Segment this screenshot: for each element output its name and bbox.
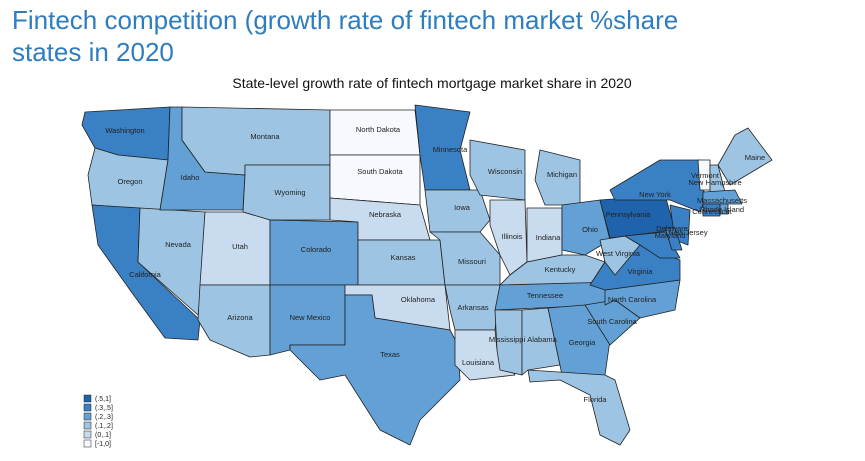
legend-label: (.5,1] (95, 396, 111, 403)
state-label: North Carolina (608, 295, 657, 304)
state-label: South Dakota (357, 167, 403, 176)
state-label: Minnesota (433, 145, 468, 154)
state-label: Nebraska (369, 210, 402, 219)
state-shape (561, 199, 611, 256)
state-shape (289, 294, 461, 446)
state-label: Missouri (458, 257, 486, 266)
legend-label: [-1,0] (95, 441, 111, 448)
state-label: California (129, 270, 162, 279)
state-shape (624, 231, 681, 259)
slide-title: Fintech competition (growth rate of fint… (12, 5, 679, 67)
state-label: Colorado (301, 245, 331, 254)
state-label: New York (639, 190, 671, 199)
state-label: Wyoming (274, 188, 305, 197)
state-shape (547, 304, 611, 376)
state-shape (702, 203, 721, 217)
state-label: New Hampshire (688, 178, 741, 187)
state-label: Georgia (569, 338, 597, 347)
state-label: Mississippi (489, 335, 526, 344)
states (81, 104, 773, 446)
state-shape (717, 127, 773, 186)
state-label: Maine (745, 153, 765, 162)
legend: (.5,1] (.3,.5] (.2,.3] (.1,.2] (0,.1] [-1,0] (83, 394, 113, 448)
state-label: South Carolina (587, 317, 637, 326)
legend-swatch (83, 439, 92, 448)
legend-label: (.2,.3] (95, 414, 113, 421)
state-label: Oklahoma (401, 295, 436, 304)
state-label: Ohio (582, 225, 598, 234)
state-label: Arizona (227, 313, 253, 322)
state-label: Oregon (117, 177, 142, 186)
state-labels: Washington Oregon California Nevada Idaho Mon… (105, 125, 765, 404)
state-shape (329, 154, 421, 206)
state-label: Nevada (165, 240, 192, 249)
state-label: Tennessee (527, 291, 563, 300)
state-label: Connecticut (692, 207, 733, 216)
state-label: Kansas (390, 253, 415, 262)
state-label: Massachusetts (697, 196, 747, 205)
state-label: Delaware (656, 224, 688, 233)
state-label: North Dakota (356, 125, 401, 134)
legend-swatch (83, 403, 92, 412)
legend-swatch (83, 394, 92, 403)
state-shape (719, 203, 729, 215)
legend-label: (0,.1] (95, 432, 111, 439)
state-label: Montana (250, 132, 280, 141)
state-label: Wisconsin (488, 167, 522, 176)
state-shape (469, 139, 526, 201)
state-shape (702, 189, 743, 205)
state-label: Texas (380, 350, 400, 359)
map-title: State-level growth rate of fintech mortg… (232, 75, 631, 91)
state-label: Illinois (502, 232, 523, 241)
state-shape (527, 369, 631, 446)
legend-swatch (83, 421, 92, 430)
state-label: Alabama (527, 335, 557, 344)
state-label: Arkansas (457, 303, 489, 312)
state-label: Kentucky (545, 265, 576, 274)
state-label: Louisiana (462, 358, 495, 367)
legend-swatch (83, 430, 92, 439)
state-label: New Mexico (290, 313, 331, 322)
state-label: Rhode Island (700, 205, 744, 214)
state-label: Idaho (181, 173, 200, 182)
state-label: Washington (105, 126, 144, 135)
state-label: Indiana (536, 233, 561, 242)
legend-label: (.1,.2] (95, 423, 113, 430)
state-label: Maryland (655, 231, 686, 240)
state-shape (494, 309, 523, 376)
state-label: Utah (232, 242, 248, 251)
state-shape (521, 307, 561, 376)
state-label: West Virginia (596, 249, 641, 258)
state-shape (664, 227, 683, 251)
state-label: Michigan (547, 170, 577, 179)
legend-swatch (83, 412, 92, 421)
state-label: Iowa (454, 203, 471, 212)
state-label: New Jersey (668, 228, 707, 237)
state-shape (424, 189, 491, 233)
state-label: Vermont (691, 171, 720, 180)
state-shape (609, 159, 706, 213)
state-label: Florida (584, 395, 608, 404)
state-label: Pennsylvania (606, 210, 651, 219)
legend-label: (.3,.5] (95, 405, 113, 412)
state-label: Virginia (628, 267, 654, 276)
state-shape (357, 239, 446, 286)
